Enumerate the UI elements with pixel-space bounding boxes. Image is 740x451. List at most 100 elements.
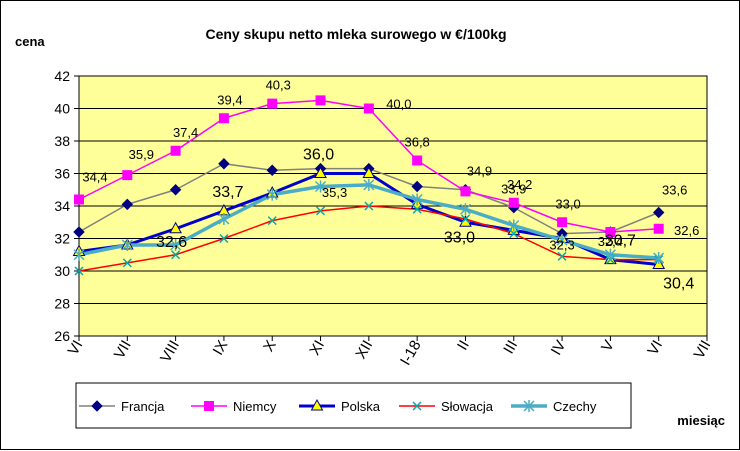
data-label: 40,3: [266, 78, 291, 93]
data-point-czechy: [73, 248, 85, 261]
legend-marker-s-owacja: [412, 401, 422, 411]
data-label: 33,7: [212, 184, 243, 201]
y-tick-label: 26: [54, 328, 70, 344]
x-tick-label: III: [500, 338, 521, 357]
data-label: 36,0: [303, 147, 334, 164]
data-label: 36,8: [404, 135, 429, 150]
x-tick-label: X: [260, 338, 280, 355]
data-point-niemcy: [605, 227, 616, 237]
data-label: 32,6: [674, 223, 699, 238]
data-label: 34,2: [507, 177, 532, 192]
data-point-francja: [652, 206, 665, 219]
x-tick-labels: VI VII VIII IX X XI XII I-18 II III IV V VI VII: [65, 336, 714, 369]
y-axis-label: cena: [15, 34, 45, 49]
series-markers: [72, 95, 666, 276]
data-point-francja: [169, 184, 182, 196]
y-tick-label: 42: [54, 68, 70, 84]
x-tick-label: IX: [210, 338, 232, 359]
data-point-czechy: [411, 193, 423, 206]
data-point-niemcy: [170, 145, 181, 156]
y-tick-label: 38: [54, 133, 70, 149]
legend-marker-polska: [310, 398, 324, 411]
grid-lines: [79, 108, 707, 304]
x-tick-label: VII: [111, 338, 135, 362]
legend-label-s-owacja: Słowacja: [441, 399, 494, 414]
data-point-francja: [266, 164, 278, 176]
y-tick-label: 30: [54, 263, 70, 279]
legend-marker-niemcy: [204, 401, 214, 411]
data-label: 35,3: [322, 185, 347, 200]
data-point-francja: [218, 158, 230, 170]
legend-marker-czechy: [523, 400, 535, 412]
data-label: 39,4: [217, 92, 242, 107]
legend: Francja Niemcy Polska Słowacja Czechy: [75, 382, 632, 429]
data-point-czechy: [170, 239, 182, 251]
y-tick-label: 28: [54, 296, 70, 312]
data-point-s-owacja: [509, 229, 519, 239]
data-label: 32,6: [156, 234, 187, 251]
y-tick-labels: 26 28 30 32 34 36 38 40 42: [54, 68, 79, 344]
y-tick-label: 36: [54, 166, 70, 182]
chart-title: Ceny skupu netto mleka surowego w €/100k…: [205, 26, 506, 42]
data-point-czechy: [508, 219, 520, 232]
data-point-niemcy: [218, 113, 229, 124]
data-label: 33,0: [444, 229, 475, 246]
data-point-czechy: [315, 180, 327, 193]
data-point-niemcy: [412, 155, 423, 166]
data-point-czechy: [604, 248, 616, 261]
data-point-polska: [362, 166, 376, 178]
data-point-s-owacja: [364, 201, 374, 211]
data-point-polska: [314, 166, 327, 178]
data-point-s-owacja: [74, 266, 84, 276]
data-point-niemcy: [363, 103, 374, 114]
y-tick-label: 40: [54, 101, 70, 117]
data-label: 32,3: [549, 238, 574, 253]
data-point-s-owacja: [171, 250, 181, 260]
data-labels: 33,9 32,3 32,4 33,6 34,4 35,9 37,4 39,4 40,3 40,0…: [82, 78, 699, 293]
data-point-s-owacja: [122, 258, 132, 268]
data-point-s-owacja: [412, 204, 422, 214]
x-tick-label: II: [454, 338, 473, 354]
x-tick-label: I-18: [397, 338, 425, 369]
data-label: 30,7: [605, 233, 636, 250]
y-tick-label: 32: [54, 231, 70, 247]
x-tick-label: IV: [548, 338, 570, 359]
data-point-niemcy: [267, 98, 278, 109]
data-point-czechy: [363, 178, 375, 191]
data-point-francja: [121, 198, 134, 211]
data-point-czechy: [556, 234, 568, 247]
x-axis-label: miesiąc: [677, 413, 725, 428]
data-point-niemcy: [653, 223, 664, 234]
data-point-niemcy: [74, 194, 84, 205]
legend-label-czechy: Czechy: [553, 399, 597, 414]
x-tick-label: XII: [352, 338, 376, 362]
data-point-niemcy: [122, 170, 133, 181]
x-tick-label: V: [598, 338, 618, 355]
data-label: 37,4: [173, 125, 198, 140]
data-label: 33,9: [501, 182, 526, 197]
data-label: 32,4: [598, 234, 623, 249]
data-point-czechy: [218, 213, 230, 225]
data-point-francja: [411, 180, 423, 193]
data-point-czechy: [459, 203, 471, 216]
x-tick-label: VI: [644, 338, 666, 359]
x-tick-label: VIII: [157, 338, 183, 366]
legend-label-polska: Polska: [341, 399, 381, 414]
data-point-niemcy: [315, 95, 326, 106]
data-point-czechy: [653, 252, 665, 264]
data-label: 40,0: [386, 97, 411, 112]
data-point-s-owacja: [460, 214, 470, 224]
data-point-czechy: [266, 188, 278, 201]
data-label: 30,4: [663, 276, 694, 293]
data-point-niemcy: [508, 197, 519, 208]
data-point-czechy: [121, 239, 133, 251]
legend-label-niemcy: Niemcy: [233, 399, 277, 414]
data-label: 35,9: [129, 147, 154, 162]
data-point-niemcy: [557, 217, 568, 228]
data-point-polska: [169, 221, 182, 234]
data-point-niemcy: [460, 186, 471, 197]
data-label: 34,4: [82, 170, 107, 185]
data-point-s-owacja: [557, 251, 567, 261]
